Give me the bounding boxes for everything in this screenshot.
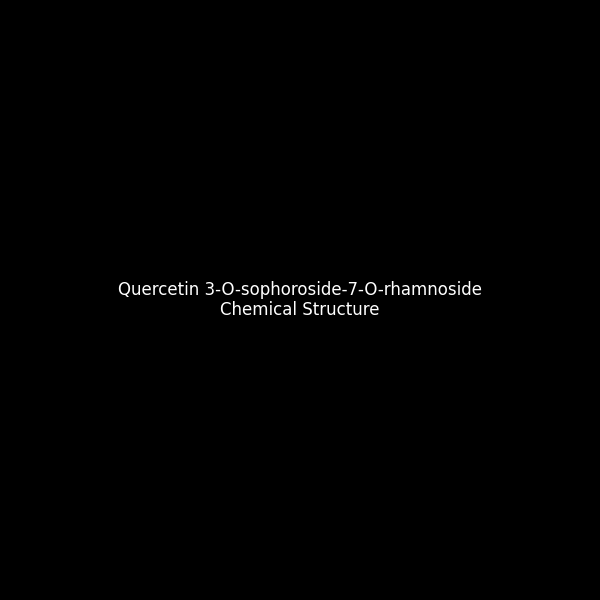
Text: Quercetin 3-O-sophoroside-7-O-rhamnoside
Chemical Structure: Quercetin 3-O-sophoroside-7-O-rhamnoside… bbox=[118, 281, 482, 319]
